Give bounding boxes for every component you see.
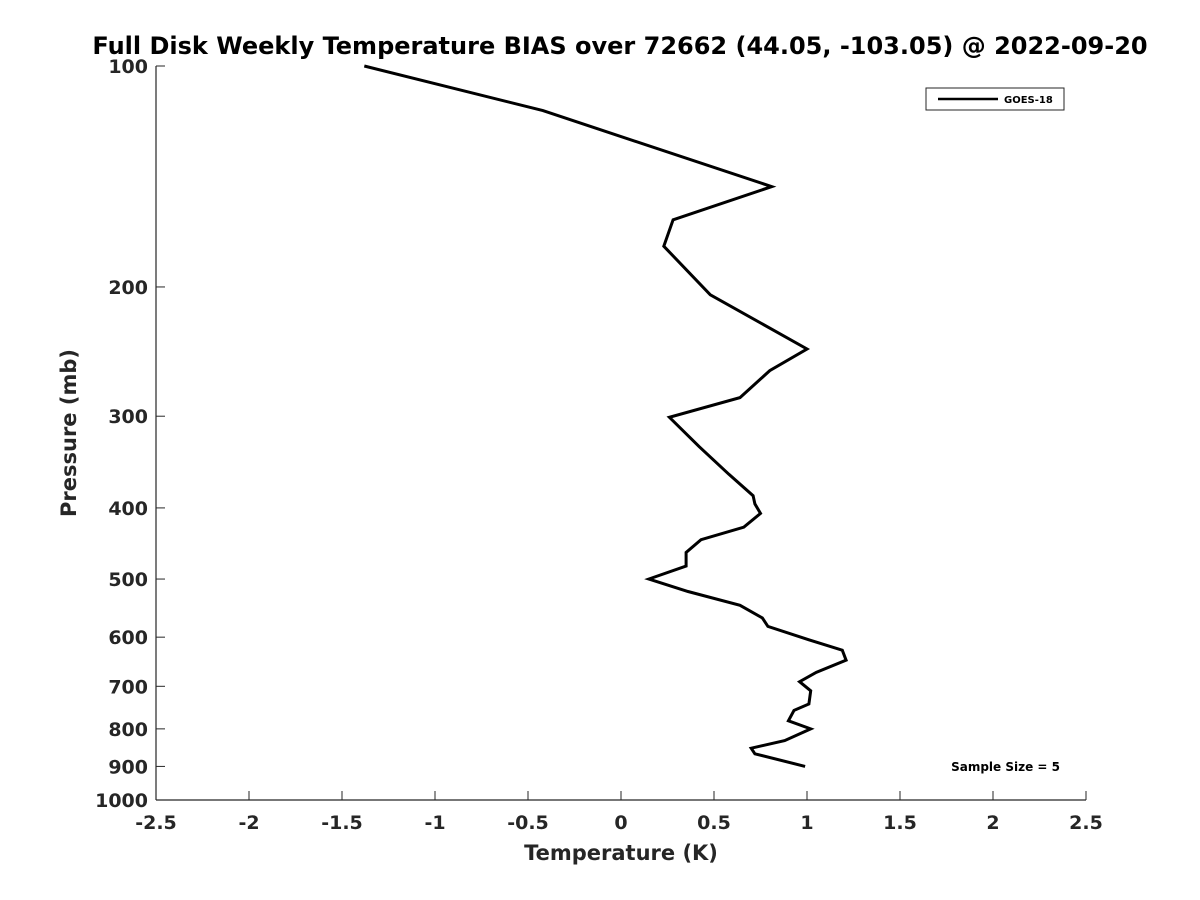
y-tick-label: 900 [108, 756, 148, 778]
y-tick-label: 800 [108, 719, 148, 741]
legend: GOES-18 [925, 87, 1065, 111]
y-tick-label: 200 [108, 277, 148, 299]
y-tick-label: 300 [108, 406, 148, 428]
legend-label-goes-18: GOES-18 [1004, 95, 1053, 106]
x-tick-label: 1 [800, 812, 813, 834]
y-tick-label: 500 [108, 569, 148, 591]
x-tick-label: 1.5 [883, 812, 917, 834]
x-tick-label: 2.5 [1069, 812, 1103, 834]
y-ticks: 100 200 300 400 500 600 700 800 900 1000 [95, 56, 165, 812]
x-axis-label: Temperature (K) [524, 841, 718, 865]
x-tick-label: 2 [986, 812, 999, 834]
x-tick-label: 0 [614, 812, 627, 834]
x-tick-label: -0.5 [507, 812, 549, 834]
x-tick-label: -1.5 [321, 812, 363, 834]
axes [155, 66, 1086, 801]
y-tick-label: 700 [108, 676, 148, 698]
series-layer [363, 64, 849, 768]
y-tick-label: 600 [108, 627, 148, 649]
x-tick-label: -1 [424, 812, 445, 834]
chart-title: Full Disk Weekly Temperature BIAS over 7… [92, 32, 1147, 60]
x-ticks: -2.5 -2 -1.5 -1 -0.5 0 0.5 1 1.5 2 2.5 [135, 791, 1103, 834]
y-axis-label: Pressure (mb) [57, 349, 81, 517]
y-tick-label: 100 [108, 56, 148, 78]
x-tick-label: -2.5 [135, 812, 177, 834]
series-line-goes-18 [363, 64, 849, 768]
x-tick-label: 0.5 [697, 812, 731, 834]
y-tick-label: 400 [108, 498, 148, 520]
sample-size-annotation: Sample Size = 5 [951, 760, 1060, 774]
x-tick-label: -2 [238, 812, 259, 834]
y-tick-label: 1000 [95, 790, 148, 812]
